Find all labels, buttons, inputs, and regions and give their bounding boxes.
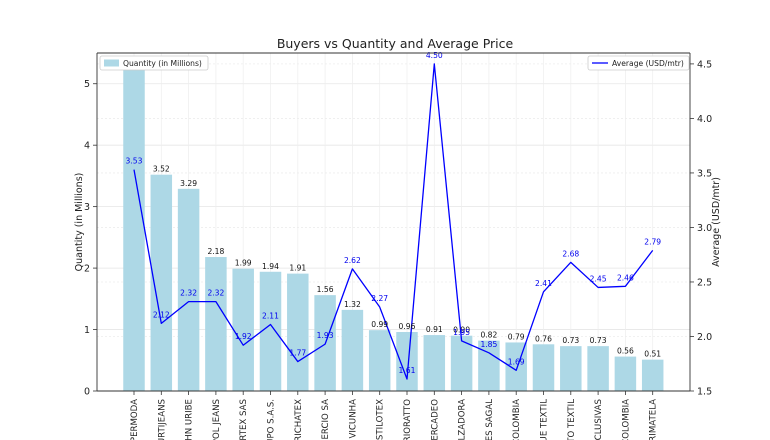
bar-value-label: 3.29 <box>180 179 197 188</box>
bar-value-label: 2.18 <box>207 247 224 256</box>
bar <box>123 56 145 391</box>
bar-value-label: 0.56 <box>617 347 634 356</box>
bar <box>642 360 664 391</box>
x-tick-label: COLOMBIA <box>512 399 522 440</box>
line-value-label: 2.11 <box>262 311 279 320</box>
x-tick-label: UPO S.A.S. <box>267 399 277 440</box>
x-tick-label: RIORATTO <box>403 399 413 440</box>
bar-value-label: 1.99 <box>235 259 252 268</box>
y2-tick-label: 2.5 <box>697 277 712 288</box>
line-value-label: 2.79 <box>644 237 661 246</box>
line-value-label: 2.27 <box>371 294 388 303</box>
x-tick-label: UE TEXTIL <box>540 399 550 440</box>
x-tick-label: POL JEANS <box>212 399 222 440</box>
legend-bars: Quantity (in Millions) <box>100 56 208 70</box>
legend-bars-swatch <box>104 60 119 67</box>
bar <box>369 330 391 391</box>
bar-value-label: 0.76 <box>535 334 552 343</box>
bar <box>342 310 364 391</box>
line-value-label: 1.69 <box>508 357 525 366</box>
chart-title: Buyers vs Quantity and Average Price <box>277 36 514 51</box>
bar-value-label: 1.91 <box>289 264 306 273</box>
x-tick-label: RIMATELA <box>649 399 659 440</box>
y-tick-label: 4 <box>84 141 90 152</box>
line-value-label: 3.53 <box>126 157 143 166</box>
y2-tick-label: 4.0 <box>697 114 712 125</box>
bar <box>232 269 254 391</box>
bar <box>587 346 609 391</box>
line-value-label: 2.41 <box>535 279 552 288</box>
bar-value-label: 0.82 <box>480 331 497 340</box>
bar <box>615 357 637 391</box>
x-tick-label: LZADORA <box>458 399 468 440</box>
x-tick-label: URTIJEANS <box>157 399 167 440</box>
y2-tick-label: 3.5 <box>697 168 712 179</box>
bar <box>533 344 555 391</box>
bar-value-label: 0.96 <box>399 322 416 331</box>
bar <box>260 272 282 391</box>
line-value-label: 2.62 <box>344 256 361 265</box>
bar-value-label: 0.73 <box>590 336 607 345</box>
y-tick-label: 0 <box>84 387 90 398</box>
x-tick-label: IERCIO SA <box>321 399 331 440</box>
line-value-label: 2.32 <box>180 289 197 298</box>
bar-value-label: 3.52 <box>153 165 170 174</box>
y-tick-label: 5 <box>84 79 90 90</box>
y-axis-label: Quantity (in Millions) <box>74 173 85 272</box>
x-tick-label: ERCADEO <box>430 399 440 440</box>
y-tick-label: 1 <box>84 325 90 336</box>
legend-line-label: Average (USD/mtr) <box>612 59 684 68</box>
line-value-label: 1.92 <box>235 332 252 341</box>
line-value-label: 4.50 <box>426 51 443 60</box>
bar-value-label: 0.73 <box>562 336 579 345</box>
line-value-label: 1.85 <box>480 340 497 349</box>
bar <box>424 335 446 391</box>
y2-tick-label: 2.0 <box>697 332 712 343</box>
bar-value-label: 0.51 <box>644 350 661 359</box>
line-value-label: 2.12 <box>153 310 170 319</box>
bar <box>287 274 309 391</box>
y2-axis-label: Average (USD/mtr) <box>711 177 722 267</box>
x-tick-label: VICUNHA <box>348 399 358 439</box>
legend-line: Average (USD/mtr) <box>588 56 689 70</box>
x-tick-label: RICHATEX <box>294 399 304 440</box>
line-value-label: 2.45 <box>590 274 607 283</box>
chart: 3.52 3.29 2.18 1.99 1.94 1.91 1.56 1.32 0.99 0.96… <box>0 0 770 440</box>
x-tick-label: ES SAGAL <box>485 399 495 440</box>
bar-value-label: 0.79 <box>508 332 525 341</box>
x-tick-label: CLUSIVAS <box>594 399 604 440</box>
x-tick-label: TO TEXTIL <box>567 399 577 440</box>
bar-layer <box>123 56 663 391</box>
legend-bars-label: Quantity (in Millions) <box>123 59 202 68</box>
y2-tick-label: 4.5 <box>697 59 712 70</box>
x-tick-label: STILOTEX <box>376 399 386 440</box>
line-value-label: 2.68 <box>562 249 579 258</box>
bar <box>560 346 582 391</box>
bar-value-label: 0.91 <box>426 325 443 334</box>
line-value-label: 2.32 <box>207 289 224 298</box>
y2-tick-label: 3.0 <box>697 223 712 234</box>
line-value-label: 1.61 <box>399 366 416 375</box>
bar <box>396 332 418 391</box>
line-value-label: 1.93 <box>317 331 334 340</box>
x-tick-label: COLOMBIA <box>621 399 631 440</box>
bar <box>205 257 227 391</box>
bar-value-label: 0.99 <box>371 320 388 329</box>
x-tick-label: PERMODA <box>130 399 140 440</box>
line-value-label: 1.95 <box>453 328 470 337</box>
x-tick-label: RTEX SAS <box>239 399 249 440</box>
y2-tick-label: 1.5 <box>697 387 712 398</box>
x-tick-label: OHN URIBE <box>185 399 195 440</box>
line-value-label: 2.46 <box>617 273 634 282</box>
line-value-label: 1.77 <box>289 349 306 358</box>
bar-value-label: 1.56 <box>317 285 334 294</box>
bar-value-label: 1.32 <box>344 300 361 309</box>
bar-value-label: 1.94 <box>262 262 279 271</box>
